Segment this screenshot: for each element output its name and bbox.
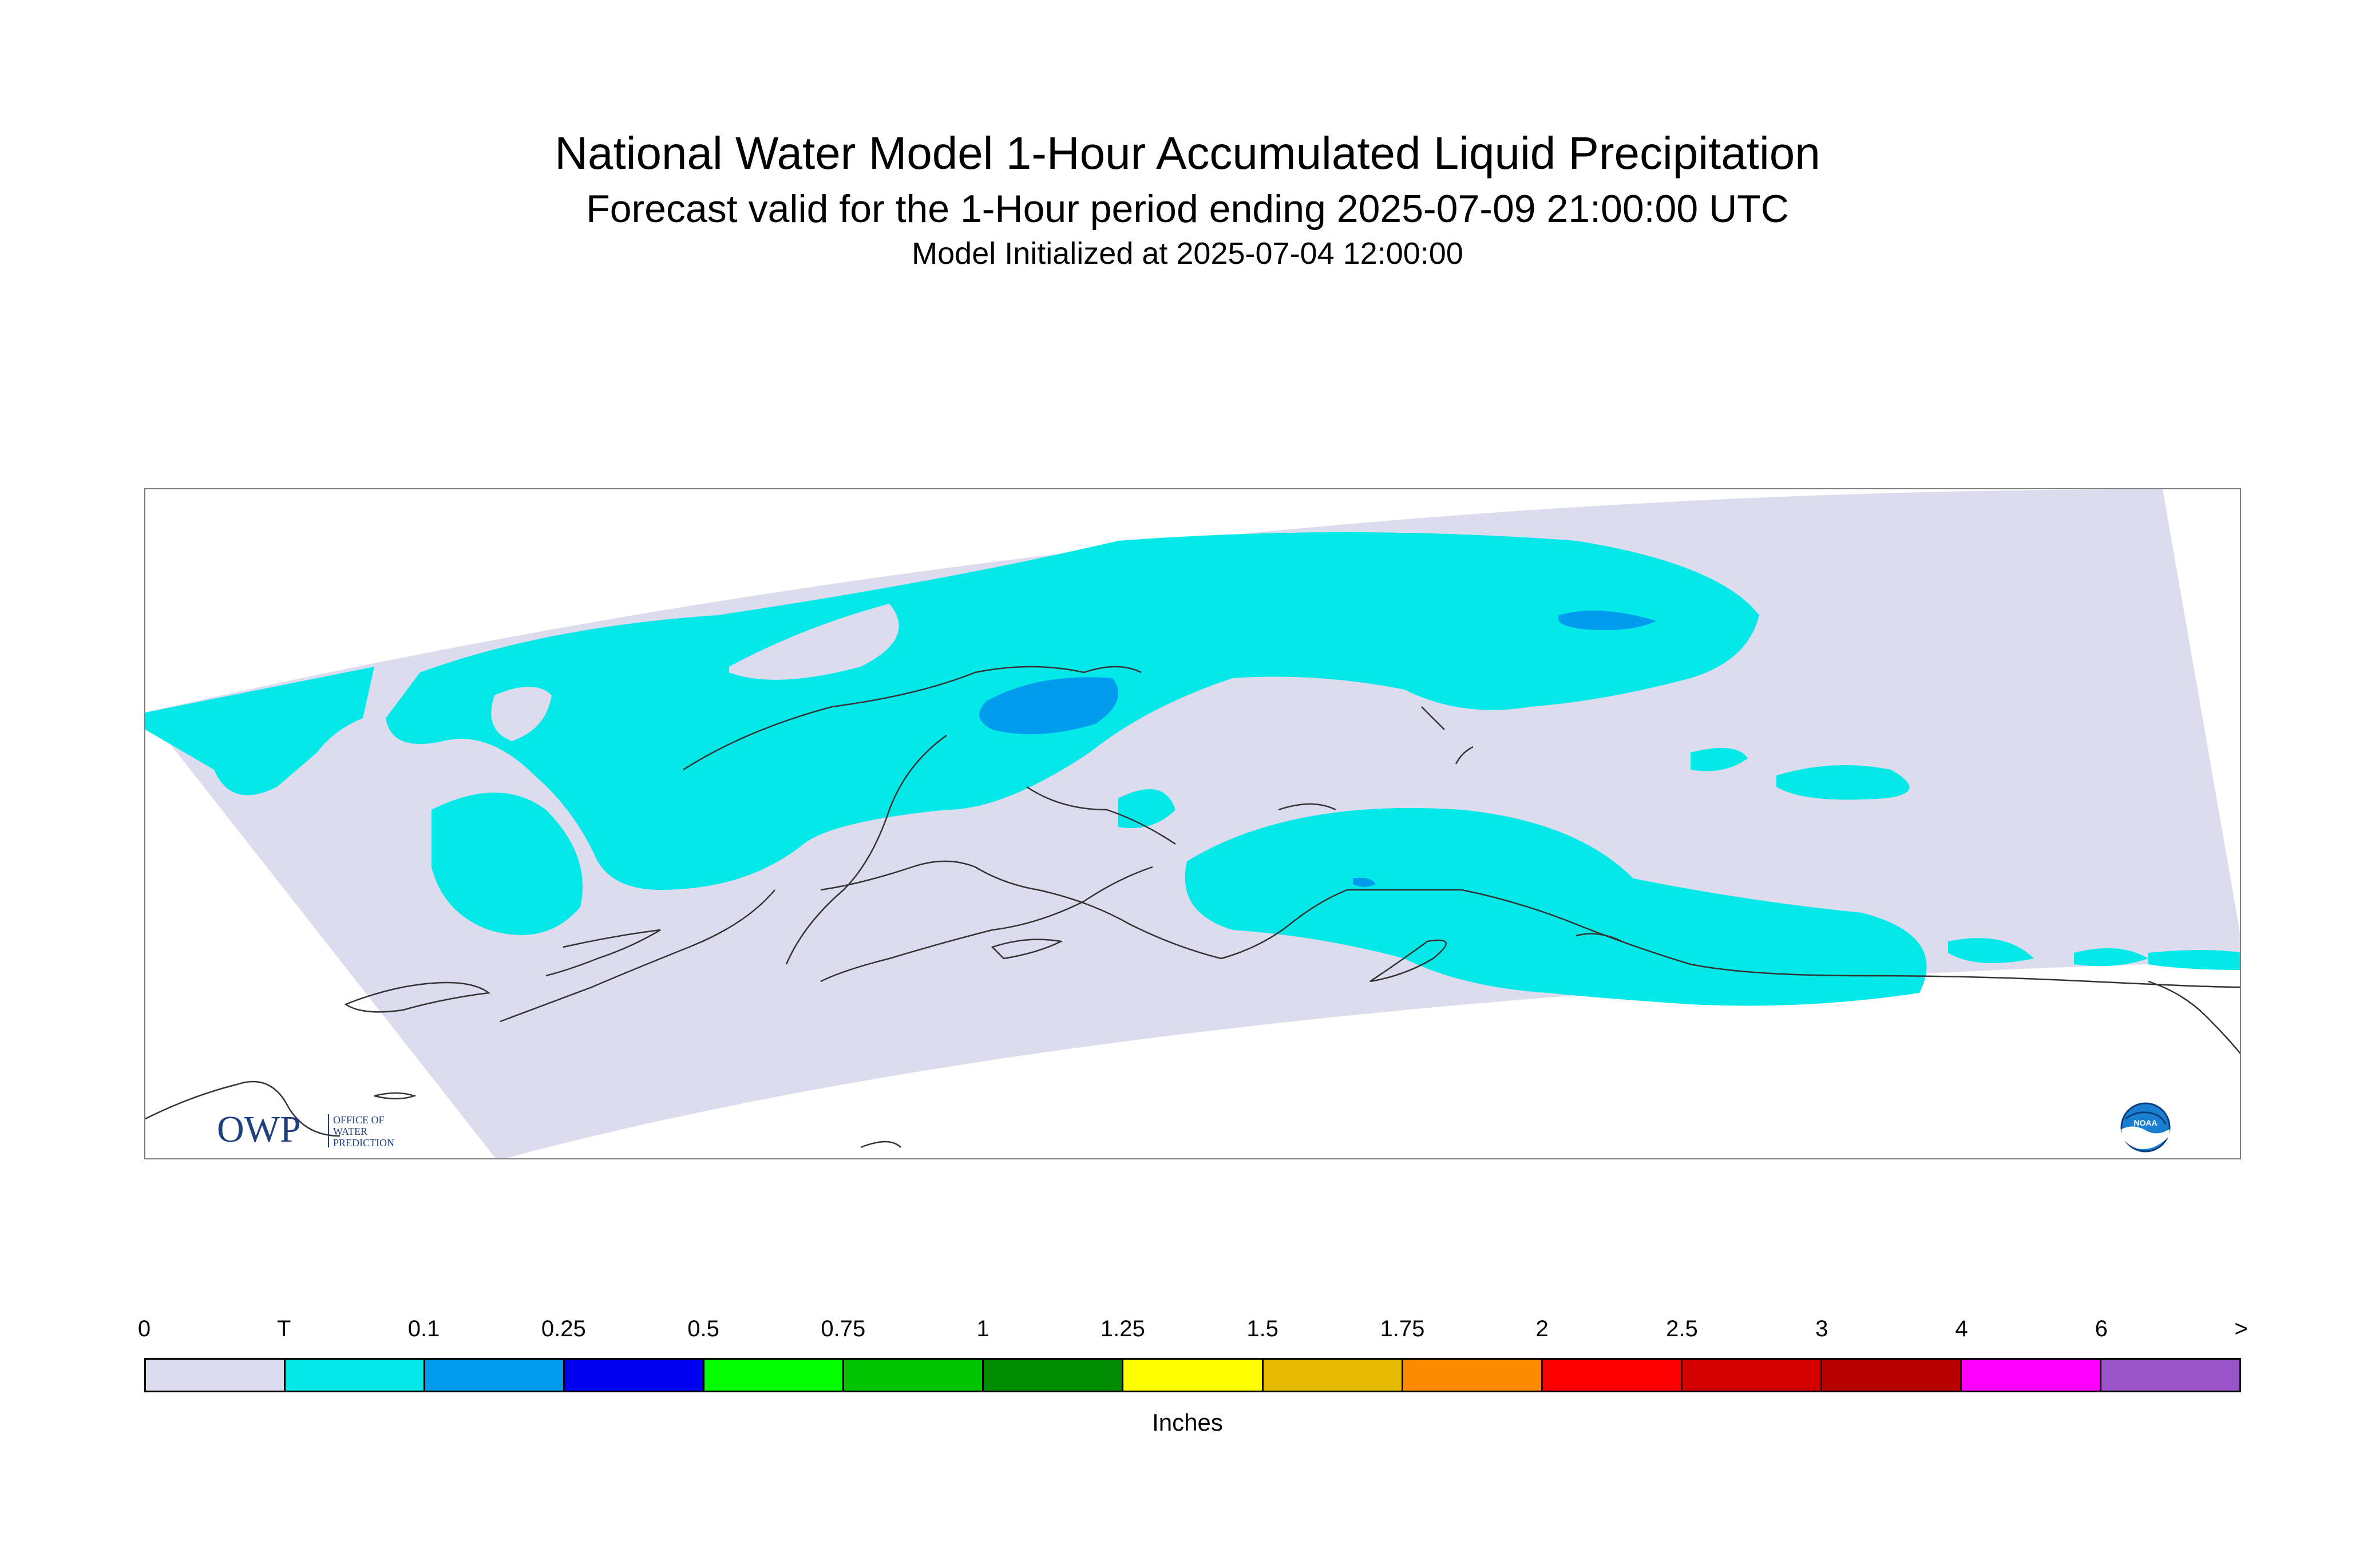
legend-swatch	[565, 1360, 705, 1391]
owp-logo-line2: WATER	[333, 1126, 367, 1137]
noaa-logo: NOAA	[2120, 1102, 2171, 1156]
legend-label: 1.25	[1100, 1316, 1145, 1341]
legend-swatch	[1682, 1360, 1822, 1391]
legend-swatch	[1542, 1360, 1683, 1391]
owp-logo: OWP OFFICE OF WATER PREDICTION	[217, 1107, 434, 1156]
legend-swatch	[425, 1360, 565, 1391]
domain-bottom-white	[506, 961, 2240, 1158]
dry-holes	[491, 604, 899, 741]
owp-logo-line3: PREDICTION	[333, 1137, 394, 1149]
legend-label: 0.75	[821, 1316, 866, 1341]
legend-label: 2	[1535, 1316, 1549, 1341]
legend-swatch	[1961, 1360, 2101, 1391]
map-title: National Water Model 1-Hour Accumulated …	[555, 128, 1820, 179]
owp-logo-line1: OFFICE OF	[333, 1114, 385, 1126]
precip-map	[145, 489, 2240, 1158]
legend-label: 0	[137, 1316, 151, 1341]
legend-color-bar	[144, 1358, 2241, 1392]
legend-label: 0.25	[541, 1316, 586, 1341]
legend-label: 0.5	[687, 1316, 719, 1341]
legend-label: 4	[1955, 1316, 1968, 1341]
legend-swatch	[2101, 1360, 2239, 1391]
owp-logo-text: OWP	[217, 1108, 301, 1150]
model-init-time: Model Initialized at 2025-07-04 12:00:00	[912, 236, 1463, 271]
legend-label: 1	[976, 1316, 989, 1341]
legend-swatch	[1123, 1360, 1264, 1391]
legend-labels: 0 T 0.1 0.25 0.5 0.75 1 1.25 1.5 1.75 2 2.5 3 4 6 >	[138, 1316, 2248, 1351]
legend-label: 3	[1815, 1316, 1828, 1341]
legend-label: 1.75	[1380, 1316, 1425, 1341]
map-panel: OWP OFFICE OF WATER PREDICTION NOAA	[144, 488, 2241, 1159]
legend-label: 1.5	[1246, 1316, 1278, 1341]
legend-swatch	[1403, 1360, 1543, 1391]
legend-units: Inches	[1152, 1409, 1223, 1436]
legend-swatch	[984, 1360, 1124, 1391]
legend-swatch	[704, 1360, 845, 1391]
legend-swatch	[146, 1360, 286, 1391]
coastlines	[145, 666, 2240, 1149]
map-subtitle: Forecast valid for the 1-Hour period end…	[586, 187, 1789, 231]
legend-swatch	[1822, 1360, 1962, 1391]
legend-label: 2.5	[1666, 1316, 1698, 1341]
legend-swatch	[286, 1360, 426, 1391]
precip-01-areas	[979, 611, 1656, 887]
legend-label: 0.1	[407, 1316, 440, 1341]
noaa-logo-text: NOAA	[2133, 1118, 2157, 1127]
legend-swatch	[844, 1360, 984, 1391]
legend-label: >	[2234, 1316, 2248, 1341]
legend-swatch	[1263, 1360, 1403, 1391]
legend-label: T	[277, 1316, 291, 1341]
legend-label: 6	[2095, 1316, 2108, 1341]
